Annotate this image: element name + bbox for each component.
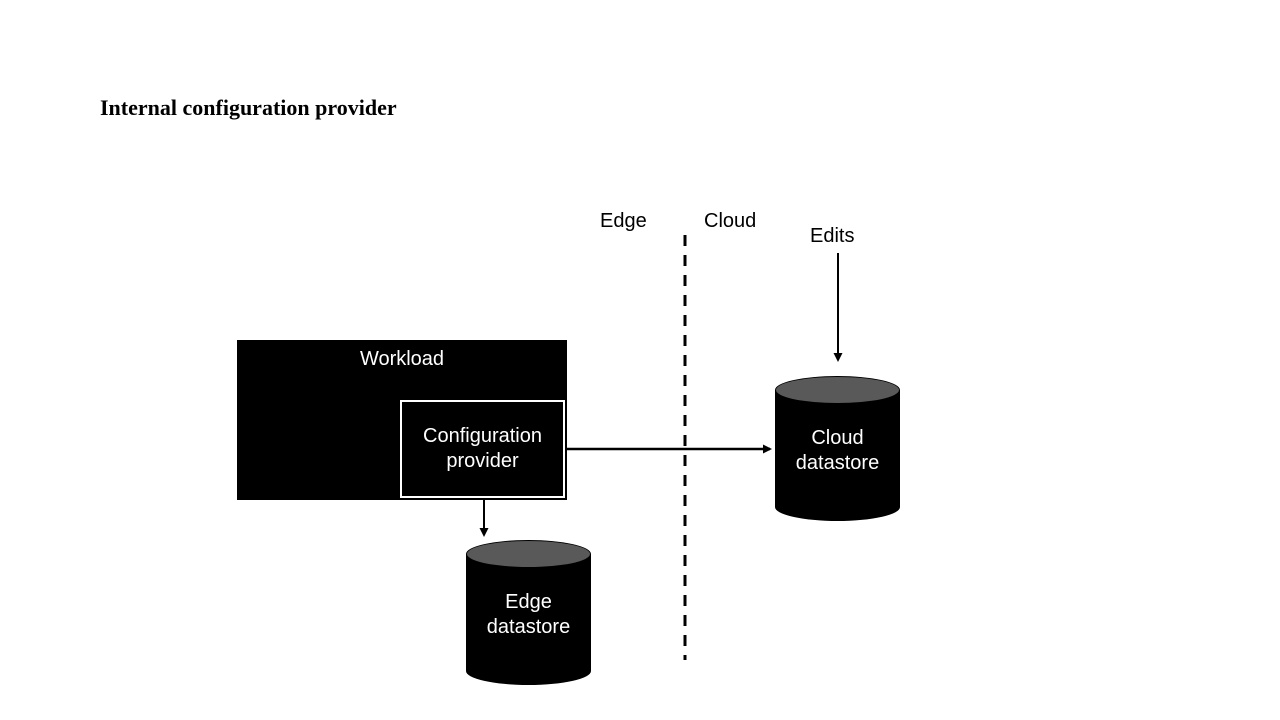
cloud-datastore-node-label: Cloud datastore — [775, 426, 900, 476]
edge-region-label: Edge — [600, 210, 647, 233]
config-provider-node: Configuration provider — [400, 400, 565, 498]
diagram-title: Internal configuration provider — [100, 95, 397, 121]
cloud-region-label: Cloud — [704, 210, 756, 233]
workload-node-label: Workload — [237, 348, 567, 371]
edits-label: Edits — [810, 225, 854, 248]
config-provider-node-label: Configuration provider — [423, 424, 542, 474]
edge-datastore-node-label: Edge datastore — [466, 590, 591, 640]
cloud-datastore-node: Cloud datastore — [775, 376, 900, 521]
edge-datastore-node: Edge datastore — [466, 540, 591, 685]
